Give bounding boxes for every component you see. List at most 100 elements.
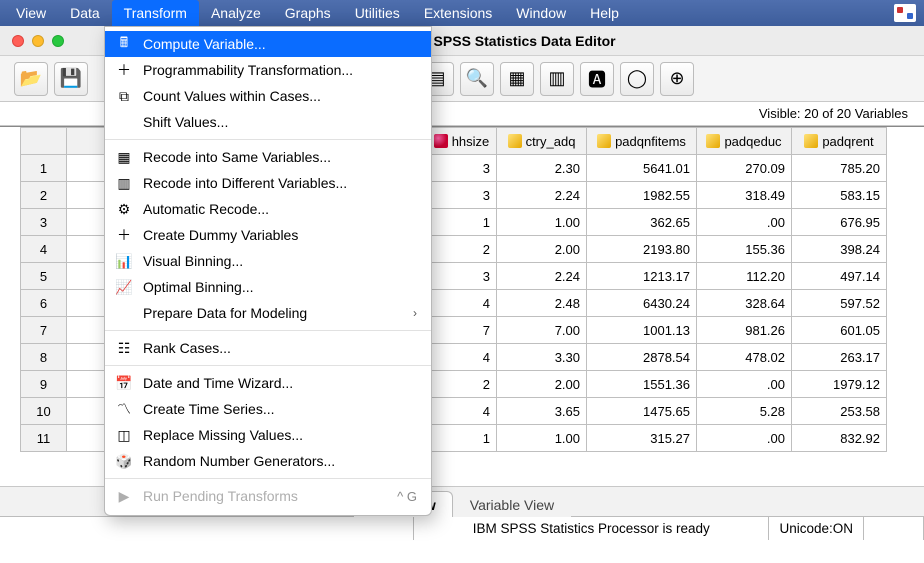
- cell[interactable]: 676.95: [792, 209, 887, 236]
- row-header[interactable]: 3: [21, 209, 67, 236]
- cell[interactable]: 3.30: [497, 344, 587, 371]
- cell[interactable]: 2.24: [497, 263, 587, 290]
- menu-item-programmability-transformation[interactable]: ＋Programmability Transformation...: [105, 57, 431, 83]
- menu-data[interactable]: Data: [58, 0, 112, 26]
- cell[interactable]: 1213.17: [587, 263, 697, 290]
- cell[interactable]: .00: [697, 209, 792, 236]
- close-icon[interactable]: [12, 35, 24, 47]
- toolbar-button-3[interactable]: ▥: [540, 62, 574, 96]
- menu-help[interactable]: Help: [578, 0, 631, 26]
- menu-item-automatic-recode[interactable]: ⚙Automatic Recode...: [105, 196, 431, 222]
- cell[interactable]: 785.20: [792, 155, 887, 182]
- cell[interactable]: 6430.24: [587, 290, 697, 317]
- cell[interactable]: 3: [427, 263, 497, 290]
- menu-transform[interactable]: Transform: [112, 0, 199, 26]
- menu-item-recode-into-same-variables[interactable]: ▦Recode into Same Variables...: [105, 144, 431, 170]
- row-header[interactable]: 10: [21, 398, 67, 425]
- cell[interactable]: 270.09: [697, 155, 792, 182]
- cell[interactable]: 263.17: [792, 344, 887, 371]
- cell[interactable]: 3.65: [497, 398, 587, 425]
- cell[interactable]: 2.00: [497, 236, 587, 263]
- row-header[interactable]: 1: [21, 155, 67, 182]
- minimize-icon[interactable]: [32, 35, 44, 47]
- menu-item-prepare-data-for-modeling[interactable]: Prepare Data for Modeling›: [105, 300, 431, 326]
- cell[interactable]: .00: [697, 425, 792, 452]
- column-header-padqnfitems[interactable]: padqnfitems: [587, 128, 697, 155]
- cell[interactable]: 601.05: [792, 317, 887, 344]
- find-button[interactable]: 🔍: [460, 62, 494, 96]
- menu-item-random-number-generators[interactable]: 🎲Random Number Generators...: [105, 448, 431, 474]
- column-header-padqeduc[interactable]: padqeduc: [697, 128, 792, 155]
- column-header-ctry_adq[interactable]: ctry_adq: [497, 128, 587, 155]
- menu-analyze[interactable]: Analyze: [199, 0, 273, 26]
- cell[interactable]: 155.36: [697, 236, 792, 263]
- cell[interactable]: 253.58: [792, 398, 887, 425]
- cell[interactable]: 112.20: [697, 263, 792, 290]
- cell[interactable]: .00: [697, 371, 792, 398]
- row-header[interactable]: 4: [21, 236, 67, 263]
- row-header[interactable]: 7: [21, 317, 67, 344]
- cell[interactable]: 2.48: [497, 290, 587, 317]
- menu-item-create-dummy-variables[interactable]: ＋Create Dummy Variables: [105, 222, 431, 248]
- save-button[interactable]: 💾: [54, 62, 88, 96]
- toolbar-button-5[interactable]: ⊕: [660, 62, 694, 96]
- cell[interactable]: 1: [427, 209, 497, 236]
- cell[interactable]: 398.24: [792, 236, 887, 263]
- menu-view[interactable]: View: [4, 0, 58, 26]
- cell[interactable]: 2.24: [497, 182, 587, 209]
- cell[interactable]: 7: [427, 317, 497, 344]
- column-header-hhsize[interactable]: hhsize: [427, 128, 497, 155]
- cell[interactable]: 2.30: [497, 155, 587, 182]
- row-header[interactable]: 11: [21, 425, 67, 452]
- cell[interactable]: 5641.01: [587, 155, 697, 182]
- menu-extensions[interactable]: Extensions: [412, 0, 504, 26]
- menu-item-recode-into-different-variables[interactable]: ▥Recode into Different Variables...: [105, 170, 431, 196]
- maximize-icon[interactable]: [52, 35, 64, 47]
- menu-item-date-and-time-wizard[interactable]: 📅Date and Time Wizard...: [105, 370, 431, 396]
- cell[interactable]: 2.00: [497, 371, 587, 398]
- cell[interactable]: 478.02: [697, 344, 792, 371]
- cell[interactable]: 1551.36: [587, 371, 697, 398]
- cell[interactable]: 4: [427, 290, 497, 317]
- cell[interactable]: 3: [427, 155, 497, 182]
- cell[interactable]: 362.65: [587, 209, 697, 236]
- value-labels-button[interactable]: 🅰: [580, 62, 614, 96]
- cell[interactable]: 2: [427, 236, 497, 263]
- cell[interactable]: 7.00: [497, 317, 587, 344]
- menu-item-create-time-series[interactable]: 〽Create Time Series...: [105, 396, 431, 422]
- cell[interactable]: 5.28: [697, 398, 792, 425]
- cell[interactable]: 1: [427, 425, 497, 452]
- menu-item-compute-variable[interactable]: 🖩Compute Variable...: [105, 31, 431, 57]
- cell[interactable]: 4: [427, 398, 497, 425]
- cell[interactable]: 318.49: [697, 182, 792, 209]
- menu-graphs[interactable]: Graphs: [273, 0, 343, 26]
- cell[interactable]: 315.27: [587, 425, 697, 452]
- menu-window[interactable]: Window: [504, 0, 578, 26]
- cell[interactable]: 3: [427, 182, 497, 209]
- toolbar-button-2[interactable]: ▦: [500, 62, 534, 96]
- menu-utilities[interactable]: Utilities: [343, 0, 412, 26]
- cell[interactable]: 832.92: [792, 425, 887, 452]
- cell[interactable]: 981.26: [697, 317, 792, 344]
- cell[interactable]: 2878.54: [587, 344, 697, 371]
- cell[interactable]: 2193.80: [587, 236, 697, 263]
- cell[interactable]: 1.00: [497, 209, 587, 236]
- row-header[interactable]: 8: [21, 344, 67, 371]
- row-header[interactable]: 9: [21, 371, 67, 398]
- menu-item-shift-values[interactable]: Shift Values...: [105, 109, 431, 135]
- menu-item-visual-binning[interactable]: 📊Visual Binning...: [105, 248, 431, 274]
- menu-item-replace-missing-values[interactable]: ◫Replace Missing Values...: [105, 422, 431, 448]
- row-header[interactable]: 6: [21, 290, 67, 317]
- toolbar-button-4[interactable]: ◯: [620, 62, 654, 96]
- cell[interactable]: 4: [427, 344, 497, 371]
- cell[interactable]: 1001.13: [587, 317, 697, 344]
- row-header[interactable]: 5: [21, 263, 67, 290]
- cell[interactable]: 497.14: [792, 263, 887, 290]
- cell[interactable]: 1979.12: [792, 371, 887, 398]
- menu-item-count-values-within-cases[interactable]: ⧉Count Values within Cases...: [105, 83, 431, 109]
- cell[interactable]: 328.64: [697, 290, 792, 317]
- cell[interactable]: 597.52: [792, 290, 887, 317]
- column-header-padqrent[interactable]: padqrent: [792, 128, 887, 155]
- cell[interactable]: 583.15: [792, 182, 887, 209]
- tab-variable-view[interactable]: Variable View: [453, 491, 571, 517]
